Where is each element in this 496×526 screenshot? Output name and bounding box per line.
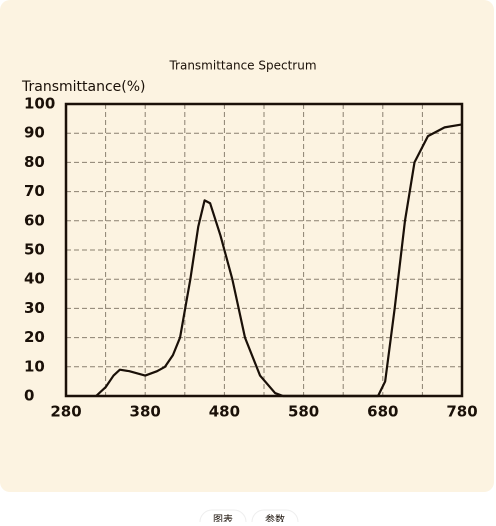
y-tick-label: 40	[24, 270, 45, 288]
x-tick-label: 680	[367, 403, 398, 421]
chart-title: Transmittance Spectrum	[168, 59, 316, 73]
y-tick-label: 100	[24, 95, 55, 113]
x-tick-label: 780	[446, 403, 477, 421]
tab-label[interactable]: 图表	[213, 513, 233, 526]
y-tick-label: 60	[24, 211, 45, 229]
y-tick-label: 70	[24, 182, 45, 200]
line	[95, 123, 463, 398]
card	[0, 0, 494, 492]
y-tick-label: 50	[24, 241, 45, 259]
x-tick-label: 380	[130, 403, 161, 421]
plot	[95, 123, 463, 398]
y-axis-label: Transmittance(%)	[21, 79, 146, 95]
x-tick-label: 480	[209, 403, 240, 421]
x-tick-label: 580	[288, 403, 319, 421]
x-tick-label: 280	[50, 403, 81, 421]
y-tick-label: 0	[24, 387, 34, 405]
y-tick-label: 10	[24, 357, 45, 375]
y-tick-label: 80	[24, 153, 45, 171]
grid	[65, 103, 463, 397]
plot-frame	[64, 102, 464, 398]
y-tick-label: 20	[24, 328, 45, 346]
y-tick-label: 90	[24, 124, 45, 142]
tab-label[interactable]: 参数	[265, 513, 285, 526]
y-tick-label: 30	[24, 299, 45, 317]
